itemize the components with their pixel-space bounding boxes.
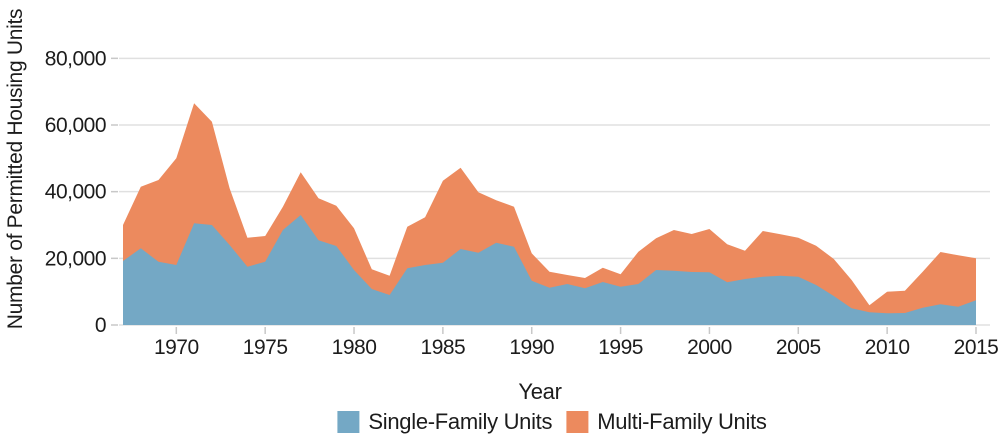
x-tick-label-1975: 1975: [243, 336, 288, 359]
x-axis-title: Year: [518, 379, 562, 404]
x-tick-label-1990: 1990: [509, 336, 554, 359]
x-tick-label-2010: 2010: [865, 336, 910, 359]
single-family-area: [123, 215, 976, 325]
single-family-swatch-icon: [337, 411, 360, 433]
x-tick-label-2005: 2005: [776, 336, 821, 359]
legend-label-multi-family: Multi-Family Units: [597, 409, 767, 434]
legend-item-single-family: Single-Family Units: [337, 409, 553, 435]
x-tick-label-1980: 1980: [332, 336, 377, 359]
legend-item-multi-family: Multi-Family Units: [566, 409, 767, 435]
chart-legend: Single-Family Units Multi-Family Units: [337, 409, 767, 435]
x-tick-label-2000: 2000: [687, 336, 732, 359]
y-tick-label-80,000: 80,000: [45, 47, 106, 70]
y-tick-label-20,000: 20,000: [45, 247, 106, 270]
y-tick-label-60,000: 60,000: [45, 114, 106, 137]
y-axis-title: Number of Permitted Housing Units: [4, 8, 27, 330]
x-tick-label-2015: 2015: [954, 336, 999, 359]
x-tick-label-1995: 1995: [598, 336, 643, 359]
legend-label-single-family: Single-Family Units: [368, 409, 553, 434]
y-tick-label-40,000: 40,000: [45, 181, 106, 204]
y-tick-label-0: 0: [95, 314, 106, 337]
x-tick-label-1970: 1970: [154, 336, 199, 359]
x-tick-label-1985: 1985: [421, 336, 466, 359]
multi-family-swatch-icon: [566, 411, 589, 433]
